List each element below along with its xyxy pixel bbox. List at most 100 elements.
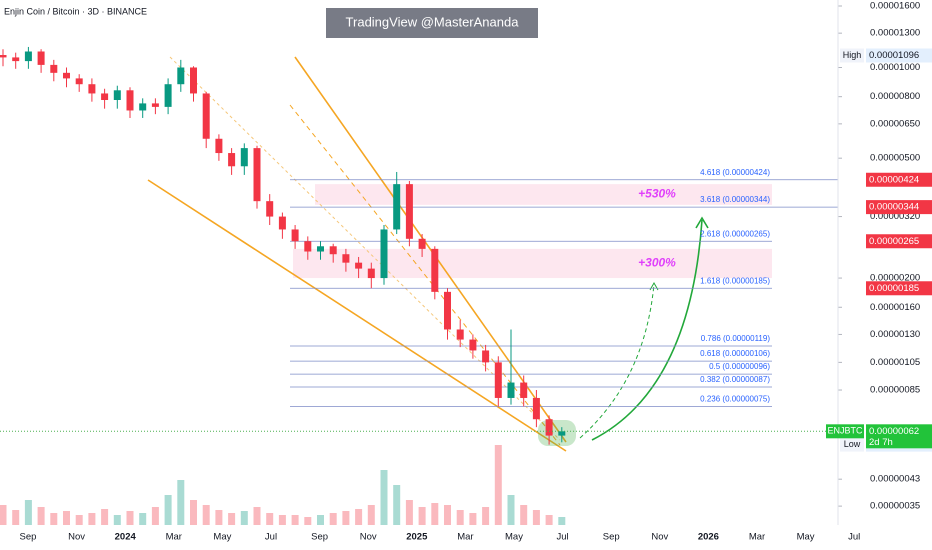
volume-bar (444, 505, 451, 525)
arrow-head (649, 281, 659, 291)
fib-label: 0.786 (0.00000119) (701, 334, 771, 343)
volume-bar (50, 513, 58, 525)
candle-body (520, 382, 528, 398)
symbol: ENJBTC (827, 426, 863, 436)
arrow (591, 219, 703, 441)
volume-bar (278, 515, 286, 525)
candle-body (240, 148, 248, 167)
candle-body (151, 103, 159, 107)
volume-bar (431, 503, 439, 525)
volume-bar (266, 513, 274, 525)
x-tick-label: May (797, 532, 815, 543)
price-tag (866, 200, 932, 215)
x-tick-label: Jul (265, 532, 277, 543)
volume-bar (405, 500, 413, 525)
x-tick-label: Mar (749, 532, 765, 543)
x-tick-label: May (213, 532, 231, 543)
marker-name: Low (844, 439, 861, 449)
candle-body (164, 84, 172, 107)
last-price-tag (866, 424, 932, 449)
y-tick-label: 0.00001000 (870, 62, 920, 73)
price-tag-label: 0.00000424 (869, 174, 919, 185)
candle-body (278, 216, 286, 230)
candle-body (329, 246, 337, 255)
volume-bar (456, 510, 464, 525)
volume-bar (12, 510, 20, 525)
volume-bar (367, 505, 375, 525)
y-tick-label: 0.00001300 (870, 28, 920, 39)
candle-body (88, 84, 96, 94)
volume-bar (37, 507, 45, 525)
volume-bar (202, 505, 210, 525)
trend-line (147, 179, 567, 452)
candle-body (228, 153, 236, 167)
volume-bar (24, 500, 32, 525)
price-tag (866, 281, 932, 296)
candle-body (431, 248, 439, 292)
watermark: TradingView @MasterAnanda (346, 14, 520, 29)
target-zone (315, 184, 772, 205)
y-tick-label: 0.00000085 (870, 385, 920, 396)
target-zone (293, 248, 772, 279)
fib-label: 3.618 (0.00000344) (700, 195, 770, 204)
price-tag-label: 0.00000185 (869, 283, 919, 294)
x-tick-label: Jul (848, 532, 860, 543)
volume-bar (164, 495, 172, 525)
candle-body (558, 431, 566, 436)
marker-name-box (840, 48, 864, 63)
candle-body (113, 90, 121, 100)
volume-bar (126, 511, 134, 525)
candle-body (405, 184, 413, 239)
volume-bar (190, 500, 197, 525)
volume-bar (507, 495, 515, 525)
y-tick-label: 0.00000800 (870, 91, 920, 102)
volume-bar (0, 505, 7, 525)
volume-bar (520, 505, 528, 525)
volume-bar (355, 509, 363, 525)
volume-bar (139, 513, 147, 525)
symbol-box (826, 424, 864, 439)
y-tick-label: 0.00000035 (870, 501, 920, 512)
y-tick-label: 0.00000200 (870, 273, 920, 284)
trend-line (294, 56, 567, 443)
volume-bar (558, 517, 566, 525)
candle-body (532, 397, 540, 420)
x-tick-label: Sep (311, 532, 328, 543)
price-tag (866, 234, 932, 249)
volume-bar (329, 513, 337, 525)
y-tick-label: 0.00000160 (870, 302, 920, 313)
volume-bar (151, 507, 159, 525)
volume-bar (532, 510, 540, 525)
candle-body (266, 201, 274, 217)
x-tick-label: Sep (20, 532, 37, 543)
volume-bar (393, 485, 401, 525)
volume-bar (342, 511, 350, 525)
y-tick-label: 0.00000130 (870, 329, 920, 340)
volume-bar (75, 515, 83, 525)
volume-bar (253, 507, 261, 525)
volume-bar (88, 513, 96, 525)
x-tick-label: 2025 (406, 532, 428, 543)
x-tick-label: Nov (651, 532, 668, 543)
volume-bar (101, 509, 109, 525)
target-label: +530% (638, 187, 676, 201)
candle-body (75, 78, 83, 85)
arrow (579, 283, 655, 439)
candle-body (291, 229, 299, 242)
candle-body (12, 57, 20, 62)
y-tick-label: 0.00000650 (870, 118, 920, 129)
price-tag-label: 0.00000265 (869, 236, 919, 247)
y-tick-label: 0.00000500 (870, 153, 920, 164)
fib-label: 0.382 (0.00000087) (700, 375, 770, 384)
fib-label: 0.5 (0.00000096) (709, 362, 770, 371)
candle-body (317, 246, 324, 252)
arrow-head (695, 216, 709, 229)
volume-bar (177, 480, 185, 525)
volume-bar (545, 515, 553, 525)
highlight (538, 420, 576, 446)
y-tick-label: 0.00000105 (870, 357, 920, 368)
chart-title: Enjin Coin / Bitcoin · 3D · BINANCE (4, 6, 147, 16)
x-tick-label: Nov (360, 532, 377, 543)
candle-body (482, 350, 490, 363)
